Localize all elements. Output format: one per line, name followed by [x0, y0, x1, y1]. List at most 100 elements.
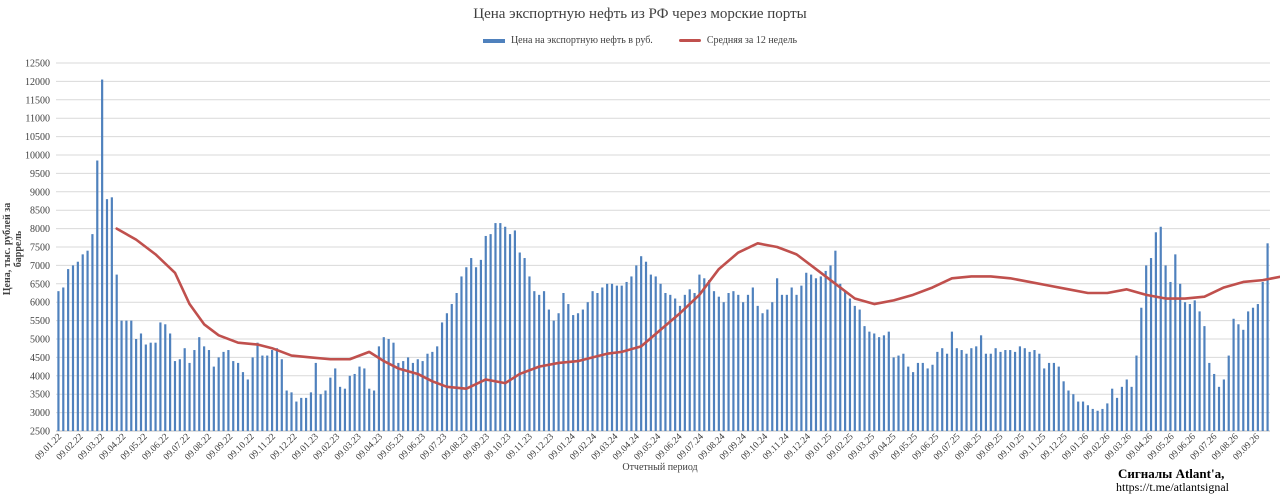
bar — [596, 293, 599, 431]
y-tick-label: 4500 — [30, 353, 50, 364]
bar — [814, 278, 818, 431]
y-tick-label: 2500 — [30, 427, 50, 438]
bar — [499, 223, 502, 431]
bar — [261, 355, 264, 431]
bar — [232, 361, 235, 431]
bar — [1227, 355, 1230, 431]
bar — [853, 305, 856, 431]
bar — [1222, 379, 1225, 431]
bar — [829, 265, 832, 431]
bar — [542, 291, 546, 431]
y-tick-label: 7000 — [30, 261, 50, 272]
price-chart: 2500 3000 3500 4000 4500 5000 5500 6000 6500 7000… — [25, 59, 1280, 463]
bar — [314, 362, 317, 431]
bar — [931, 364, 934, 431]
bar — [873, 333, 876, 431]
bar — [465, 267, 468, 431]
bar — [183, 348, 186, 431]
bar — [387, 339, 390, 431]
x-axis-ticks: 09.01.2209.02.2209.03.2209.04.2209.05.22… — [34, 432, 1263, 463]
bar — [572, 315, 575, 431]
bar — [411, 362, 415, 431]
bar — [295, 401, 298, 431]
bar — [1247, 311, 1250, 431]
bar — [751, 287, 754, 431]
bar — [1086, 405, 1089, 431]
bar — [1038, 353, 1041, 431]
bar — [1213, 373, 1216, 431]
legend-item-line: Средняя за 12 недель — [678, 35, 797, 46]
bar — [256, 342, 259, 431]
bar — [776, 278, 779, 431]
bar — [766, 309, 769, 431]
bar — [523, 258, 526, 431]
bar — [795, 294, 798, 431]
y-tick-label: 3500 — [30, 390, 50, 401]
bar — [149, 342, 152, 431]
bar — [1242, 329, 1245, 431]
bar — [1018, 346, 1022, 431]
bar — [392, 342, 395, 431]
bar — [334, 368, 337, 431]
bar — [703, 278, 706, 431]
bar — [1023, 348, 1026, 431]
y-tick-label: 11500 — [25, 95, 50, 106]
bar — [324, 390, 327, 431]
bar — [712, 291, 716, 431]
bar — [902, 353, 905, 431]
bar — [125, 320, 128, 431]
y-tick-label: 9000 — [30, 187, 50, 198]
bar — [717, 296, 720, 431]
legend-item-bars: Цена на экспортную нефть в руб. — [482, 35, 653, 46]
bar — [81, 254, 84, 431]
bar — [921, 362, 924, 431]
bar — [688, 289, 691, 431]
bar — [1120, 386, 1123, 431]
bar — [173, 361, 177, 431]
bar — [67, 269, 70, 431]
bar — [994, 348, 997, 431]
bar — [1145, 265, 1148, 431]
bar — [979, 335, 983, 431]
bar — [771, 302, 774, 431]
bar — [683, 294, 686, 431]
bar — [999, 351, 1002, 431]
bar — [1251, 307, 1255, 431]
bar — [1106, 403, 1109, 431]
bar — [800, 285, 803, 431]
bar — [377, 346, 381, 431]
bar — [479, 259, 482, 431]
bar — [489, 234, 492, 431]
bar — [678, 305, 682, 431]
bar — [275, 348, 279, 431]
bar — [397, 362, 400, 431]
bar — [1169, 281, 1172, 431]
bar — [610, 283, 614, 431]
bar — [237, 362, 240, 431]
bar — [708, 280, 711, 431]
bar — [470, 258, 473, 431]
bar — [135, 339, 138, 431]
bar — [591, 291, 594, 431]
bar — [91, 234, 94, 431]
bar — [790, 287, 793, 431]
bar — [965, 353, 968, 431]
bar — [892, 357, 895, 431]
bar — [674, 298, 677, 431]
bar — [810, 274, 813, 431]
bar — [217, 357, 220, 431]
average-line — [115, 227, 1280, 390]
bar — [504, 226, 507, 431]
bar — [606, 283, 609, 431]
bar — [188, 362, 191, 431]
bar — [742, 302, 745, 431]
bar — [1179, 283, 1182, 431]
bar — [984, 353, 988, 431]
y-tick-label: 8500 — [30, 206, 50, 217]
bar — [834, 250, 837, 431]
bar — [698, 274, 701, 431]
bar — [101, 79, 104, 431]
bar — [1028, 351, 1031, 431]
bar — [1057, 366, 1060, 431]
average-line-series — [115, 227, 1280, 390]
